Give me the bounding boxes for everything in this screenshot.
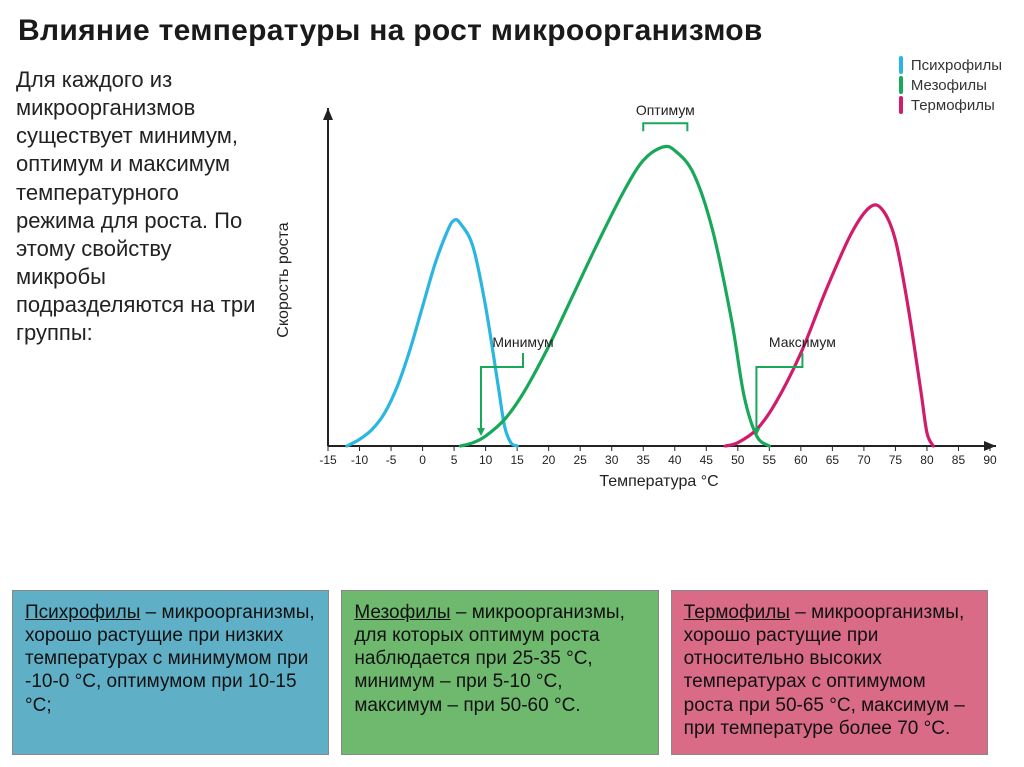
svg-text:25: 25 [574,453,588,467]
chart-svg: -15 -10 -5 0 5 10 15 20 25 30 35 40 45 50 55 60 65 70 75 80… [260,56,1020,506]
svg-text:10: 10 [479,453,493,467]
svg-text:90: 90 [983,453,997,467]
svg-text:85: 85 [952,453,966,467]
svg-text:70: 70 [857,453,871,467]
svg-text:Температура °C: Температура °C [599,473,718,490]
box-thermophiles: Термофилы – микроорганизмы, хорошо расту… [671,590,988,755]
box-mesophiles: Мезофилы – микроорганизмы, для которых о… [341,590,658,755]
svg-text:55: 55 [763,453,777,467]
svg-text:30: 30 [605,453,619,467]
svg-text:-15: -15 [319,453,337,467]
intro-text: Для каждого из микроорганизмов существуе… [10,56,260,506]
svg-text:60: 60 [794,453,808,467]
svg-text:65: 65 [826,453,840,467]
svg-text:-10: -10 [351,453,369,467]
svg-text:80: 80 [920,453,934,467]
svg-text:35: 35 [637,453,651,467]
box-head: Термофилы [684,602,790,623]
svg-text:75: 75 [889,453,903,467]
svg-text:5: 5 [451,453,458,467]
svg-text:-5: -5 [386,453,397,467]
box-head: Психрофилы [25,602,140,623]
definition-boxes: Психрофилы – микроорганизмы, хорошо раст… [0,590,1000,755]
svg-text:Оптимум: Оптимум [636,102,695,118]
svg-text:15: 15 [510,453,524,467]
svg-text:Скорость роста: Скорость роста [275,222,292,337]
svg-text:20: 20 [542,453,556,467]
svg-text:50: 50 [731,453,745,467]
svg-text:0: 0 [419,453,426,467]
svg-text:40: 40 [668,453,682,467]
box-psychrophiles: Психрофилы – микроорганизмы, хорошо раст… [12,590,329,755]
box-head: Мезофилы [354,602,450,623]
svg-text:Максимум: Максимум [769,334,836,350]
svg-text:45: 45 [700,453,714,467]
svg-text:Минимум: Минимум [492,334,553,350]
page-title: Влияние температуры на рост микроорганиз… [0,0,1024,56]
growth-chart: Психрофилы Мезофилы Термофилы -15-10-505… [260,56,1014,506]
